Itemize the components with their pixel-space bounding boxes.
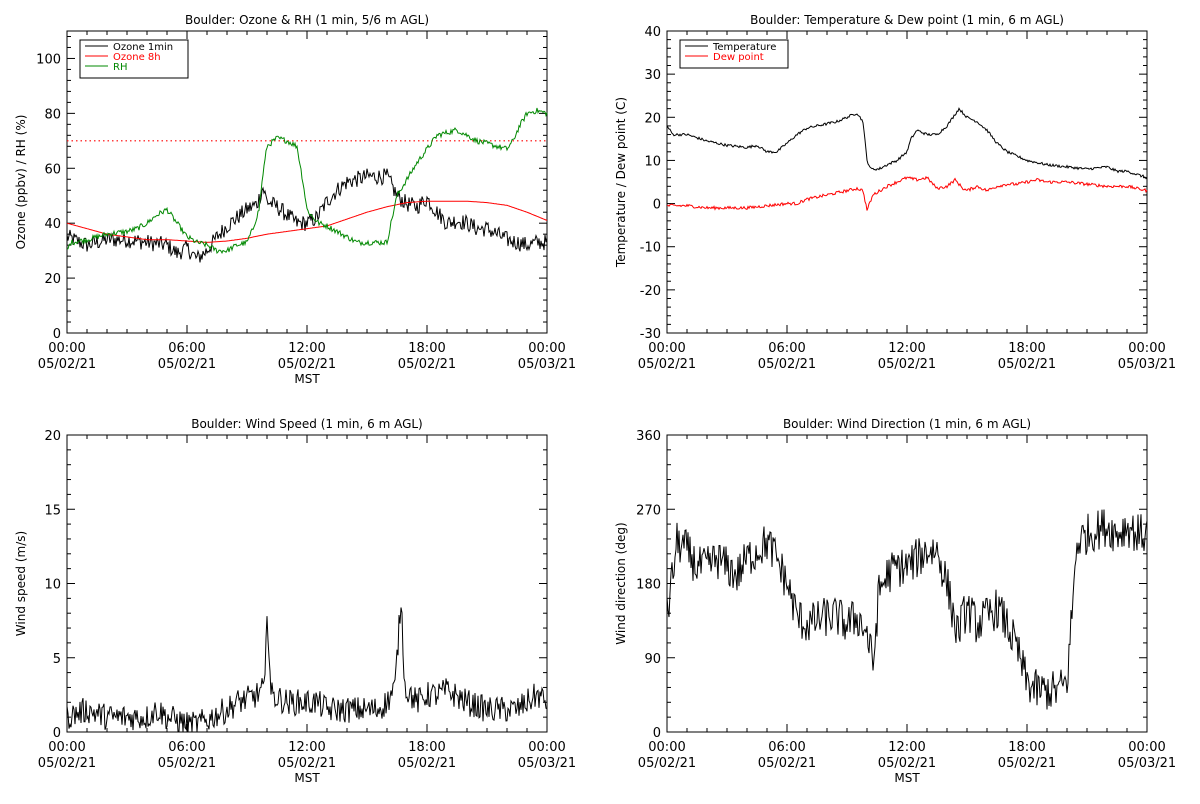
legend-label: Ozone 8h — [113, 52, 161, 63]
x-tick-date: 05/02/21 — [998, 357, 1056, 372]
plot-frame — [66, 434, 548, 733]
legend-label: Ozone 1min — [113, 42, 173, 53]
plot-frame — [666, 30, 1148, 334]
legend-box — [679, 39, 789, 69]
x-tick-date: 05/02/21 — [998, 756, 1056, 771]
legend-label: RH — [113, 62, 127, 73]
y-tick-label: 20 — [44, 429, 61, 444]
chart-title: Boulder: Temperature & Dew point (1 min,… — [750, 13, 1064, 27]
y-tick-label: 40 — [44, 217, 61, 232]
y-tick-label: 0 — [53, 327, 61, 342]
x-tick-label: 18:00 — [1008, 341, 1045, 356]
x-tick-label: 18:00 — [408, 740, 445, 755]
x-axis-label: MST — [894, 771, 920, 785]
y-tick-label: 40 — [644, 25, 661, 40]
y-tick-label: 60 — [44, 162, 61, 177]
x-tick-date: 05/02/21 — [38, 357, 96, 372]
y-tick-label: 100 — [36, 52, 61, 67]
x-axis-label: MST — [294, 372, 320, 386]
x-tick-label: 06:00 — [168, 341, 205, 356]
x-tick-date: 05/02/21 — [398, 756, 456, 771]
x-axis-label: MST — [294, 771, 320, 785]
y-tick-label: 90 — [644, 652, 661, 667]
chart-title: Boulder: Ozone & RH (1 min, 5/6 m AGL) — [185, 13, 429, 27]
y-tick-label: -30 — [640, 327, 661, 342]
x-tick-date: 05/02/21 — [38, 756, 96, 771]
chart-wind_dir: Boulder: Wind Direction (1 min, 6 m AGL)… — [614, 417, 1176, 785]
y-tick-label: 0 — [653, 726, 661, 741]
x-tick-label: 00:00 — [648, 341, 685, 356]
x-tick-date: 05/03/21 — [1118, 756, 1176, 771]
y-tick-label: 20 — [44, 272, 61, 287]
x-tick-date: 05/02/21 — [638, 756, 696, 771]
y-tick-label: 5 — [53, 652, 61, 667]
y-tick-label: 270 — [636, 503, 661, 518]
y-axis-label: Temperature / Dew point (C) — [614, 97, 628, 268]
y-tick-label: 180 — [636, 578, 661, 593]
series-line-wind_speed — [66, 607, 548, 733]
x-tick-label: 18:00 — [1008, 740, 1045, 755]
x-tick-date: 05/03/21 — [518, 357, 576, 372]
x-tick-label: 12:00 — [888, 341, 925, 356]
x-tick-label: 00:00 — [48, 341, 85, 356]
y-tick-label: 30 — [644, 68, 661, 83]
x-tick-label: 00:00 — [648, 740, 685, 755]
y-axis-label: Wind direction (deg) — [614, 522, 628, 644]
y-axis-label: Ozone (ppbv) / RH (%) — [14, 115, 28, 250]
x-tick-label: 06:00 — [168, 740, 205, 755]
x-tick-date: 05/02/21 — [398, 357, 456, 372]
series-line-temperature — [666, 107, 1148, 180]
x-tick-date: 05/02/21 — [878, 357, 936, 372]
y-tick-label: 10 — [644, 154, 661, 169]
x-tick-label: 06:00 — [768, 740, 805, 755]
series-line-wind_dir — [666, 509, 1148, 710]
y-tick-label: 80 — [44, 107, 61, 122]
chart-title: Boulder: Wind Direction (1 min, 6 m AGL) — [783, 417, 1031, 431]
x-tick-date: 05/02/21 — [158, 357, 216, 372]
x-tick-label: 00:00 — [528, 740, 565, 755]
x-tick-date: 05/03/21 — [518, 756, 576, 771]
series-line-dew-point — [666, 175, 1148, 211]
series-line-rh — [66, 107, 548, 255]
x-tick-label: 18:00 — [408, 341, 445, 356]
x-tick-date: 05/02/21 — [878, 756, 936, 771]
x-tick-label: 00:00 — [48, 740, 85, 755]
x-tick-date: 05/03/21 — [1118, 357, 1176, 372]
y-tick-label: -10 — [640, 241, 661, 256]
x-tick-label: 12:00 — [288, 341, 325, 356]
legend-label: Temperature — [712, 42, 776, 53]
x-tick-date: 05/02/21 — [158, 756, 216, 771]
y-tick-label: 15 — [44, 503, 61, 518]
series-line-ozone-1min — [66, 168, 548, 263]
x-tick-label: 06:00 — [768, 341, 805, 356]
y-tick-label: 20 — [644, 111, 661, 126]
x-tick-label: 00:00 — [528, 341, 565, 356]
x-tick-date: 05/02/21 — [638, 357, 696, 372]
chart-ozone_rh: Boulder: Ozone & RH (1 min, 5/6 m AGL) 0 2… — [14, 13, 576, 386]
chart-temp_dew: Boulder: Temperature & Dew point (1 min,… — [614, 13, 1176, 372]
x-tick-label: 00:00 — [1128, 341, 1165, 356]
x-tick-date: 05/02/21 — [278, 357, 336, 372]
y-tick-label: 0 — [53, 726, 61, 741]
x-tick-label: 12:00 — [288, 740, 325, 755]
x-tick-label: 00:00 — [1128, 740, 1165, 755]
chart-wind_speed: Boulder: Wind Speed (1 min, 6 m AGL) 0 5 10… — [14, 417, 576, 785]
x-tick-label: 12:00 — [888, 740, 925, 755]
series-line-ozone-8h — [66, 200, 548, 243]
x-tick-date: 05/02/21 — [758, 357, 816, 372]
y-tick-label: 360 — [636, 429, 661, 444]
legend-label: Dew point — [713, 52, 764, 63]
x-tick-date: 05/02/21 — [278, 756, 336, 771]
chart-title: Boulder: Wind Speed (1 min, 6 m AGL) — [191, 417, 423, 431]
y-axis-label: Wind speed (m/s) — [14, 531, 28, 636]
y-tick-label: -20 — [640, 284, 661, 299]
y-tick-label: 0 — [653, 198, 661, 213]
x-tick-date: 05/02/21 — [758, 756, 816, 771]
y-tick-label: 10 — [44, 578, 61, 593]
